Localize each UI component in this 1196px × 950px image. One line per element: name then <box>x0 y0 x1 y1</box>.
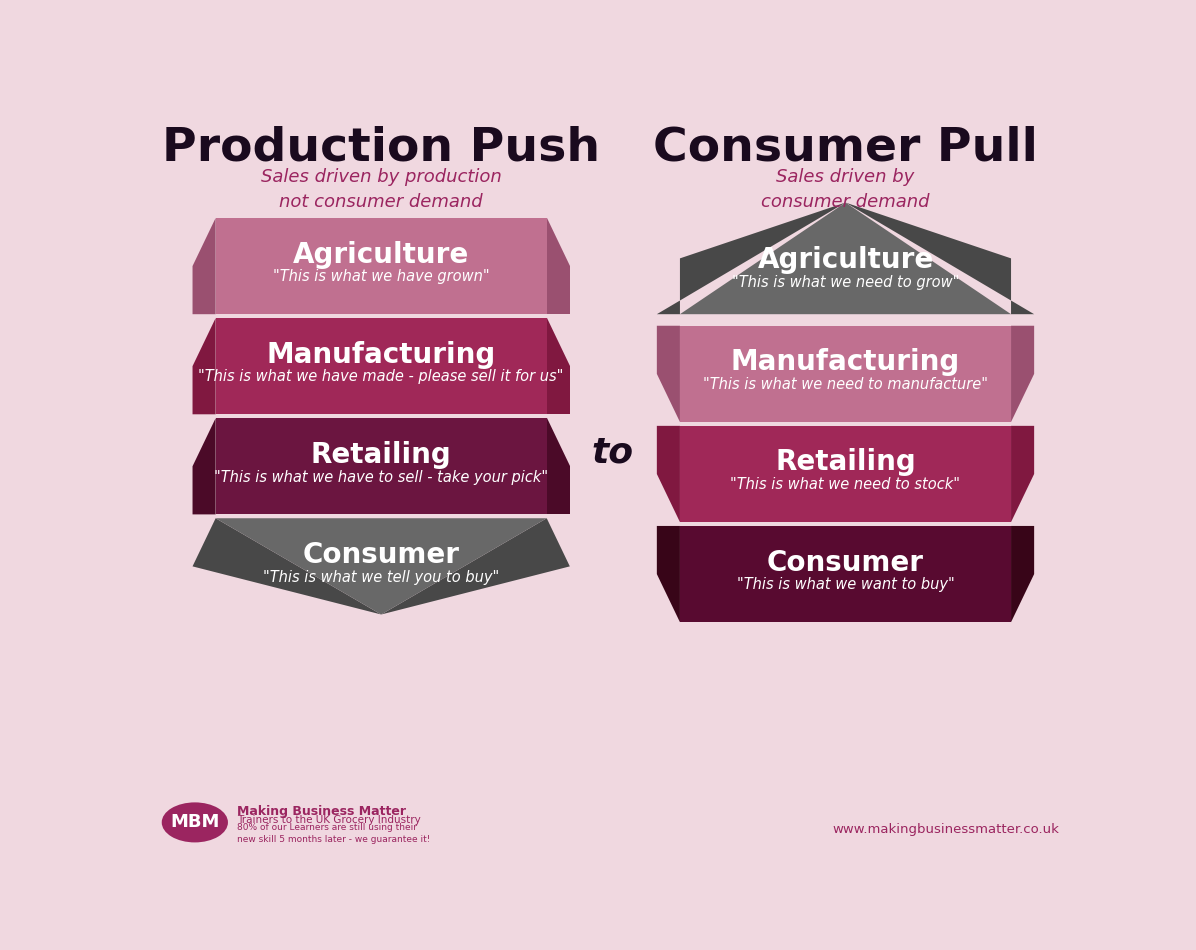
Polygon shape <box>547 218 569 314</box>
Text: to: to <box>592 436 634 470</box>
Polygon shape <box>382 519 569 615</box>
Polygon shape <box>681 202 1011 314</box>
Polygon shape <box>193 218 215 314</box>
Text: www.makingbusinessmatter.co.uk: www.makingbusinessmatter.co.uk <box>832 824 1060 836</box>
Text: MBM: MBM <box>170 813 220 831</box>
Text: Agriculture: Agriculture <box>757 246 934 275</box>
Polygon shape <box>681 526 1011 622</box>
Text: Retailing: Retailing <box>775 448 916 477</box>
Polygon shape <box>193 519 382 615</box>
Polygon shape <box>681 426 1011 522</box>
Text: "This is what we have to sell - take your pick": "This is what we have to sell - take you… <box>214 469 548 484</box>
Polygon shape <box>215 418 547 514</box>
Text: Making Business Matter: Making Business Matter <box>237 806 407 819</box>
Polygon shape <box>547 418 569 514</box>
Polygon shape <box>657 326 681 422</box>
Text: Agriculture: Agriculture <box>293 240 469 269</box>
Polygon shape <box>1011 426 1035 522</box>
Text: "This is what we need to stock": "This is what we need to stock" <box>731 477 960 492</box>
Polygon shape <box>193 318 215 414</box>
Text: "This is what we need to grow": "This is what we need to grow" <box>732 276 959 290</box>
Polygon shape <box>1011 526 1035 622</box>
Text: Sales driven by
consumer demand: Sales driven by consumer demand <box>761 168 929 211</box>
Text: "This is what we have grown": "This is what we have grown" <box>273 270 489 284</box>
Text: Manufacturing: Manufacturing <box>267 341 496 369</box>
Text: "This is what we tell you to buy": "This is what we tell you to buy" <box>263 570 499 584</box>
Ellipse shape <box>161 803 228 843</box>
Text: "This is what we want to buy": "This is what we want to buy" <box>737 578 954 593</box>
Polygon shape <box>547 318 569 414</box>
Polygon shape <box>215 318 547 414</box>
Polygon shape <box>657 202 846 314</box>
Polygon shape <box>846 202 1035 314</box>
Text: Manufacturing: Manufacturing <box>731 349 960 376</box>
Text: Trainers to the UK Grocery Industry: Trainers to the UK Grocery Industry <box>237 815 421 825</box>
Text: Consumer: Consumer <box>303 541 459 569</box>
Polygon shape <box>657 426 681 522</box>
Polygon shape <box>681 326 1011 422</box>
Text: "This is what we have made - please sell it for us": "This is what we have made - please sell… <box>199 370 563 385</box>
Text: Consumer: Consumer <box>767 548 925 577</box>
Text: Retailing: Retailing <box>311 441 452 468</box>
Text: Sales driven by production
not consumer demand: Sales driven by production not consumer … <box>261 168 501 211</box>
Text: Consumer Pull: Consumer Pull <box>653 125 1038 171</box>
Polygon shape <box>215 519 547 615</box>
Text: 80% of our Learners are still using their
new skill 5 months later - we guarante: 80% of our Learners are still using thei… <box>237 823 431 844</box>
Text: "This is what we need to manufacture": "This is what we need to manufacture" <box>703 377 988 392</box>
Polygon shape <box>193 418 215 514</box>
Text: Production Push: Production Push <box>163 125 600 171</box>
Polygon shape <box>215 218 547 314</box>
Polygon shape <box>657 526 681 622</box>
Polygon shape <box>1011 326 1035 422</box>
